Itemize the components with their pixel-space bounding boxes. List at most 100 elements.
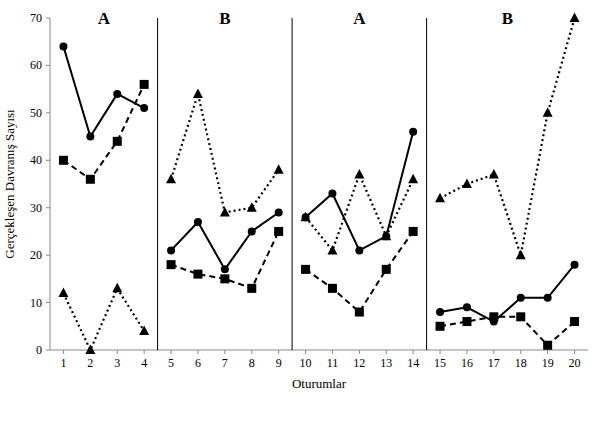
series-line <box>440 18 575 255</box>
x-tick <box>547 350 548 354</box>
series-marker <box>328 284 337 293</box>
series-marker <box>247 202 257 212</box>
y-tick-label: 0 <box>36 343 42 357</box>
plot-area <box>58 13 579 355</box>
series-marker <box>167 246 175 254</box>
x-tick <box>440 350 441 354</box>
x-tick-label: 6 <box>195 356 201 370</box>
series-marker <box>167 260 176 269</box>
y-tick <box>46 18 50 19</box>
series-marker <box>86 175 95 184</box>
x-tick <box>386 350 387 354</box>
series-marker <box>113 90 121 98</box>
series-marker <box>139 326 149 336</box>
series-line <box>440 317 575 345</box>
y-tick <box>46 207 50 208</box>
series-marker <box>516 312 525 321</box>
chart: 0102030405060701234567891011121314151617… <box>0 0 597 421</box>
series-marker <box>354 169 364 179</box>
x-tick-label: 9 <box>276 356 282 370</box>
series-marker <box>248 227 256 235</box>
series-marker <box>301 212 311 222</box>
phase-line <box>292 18 293 350</box>
y-axis-label: Gerçekleşen Davranış Sayısı <box>2 109 17 259</box>
x-tick-label: 11 <box>327 356 339 370</box>
series-marker <box>85 345 95 355</box>
phase-label: B <box>219 9 230 28</box>
series-marker <box>543 107 553 117</box>
series-marker <box>247 284 256 293</box>
y-tick-label: 40 <box>30 153 42 167</box>
series-marker <box>275 208 283 216</box>
series-marker <box>113 137 122 146</box>
y-axis <box>50 18 51 350</box>
series-marker <box>409 227 418 236</box>
series-marker <box>462 317 471 326</box>
x-tick-label: 18 <box>515 356 527 370</box>
series-marker <box>221 265 229 273</box>
y-tick <box>46 65 50 66</box>
series-marker <box>409 128 417 136</box>
series-marker <box>59 42 67 50</box>
series-marker <box>112 283 122 293</box>
x-tick-label: 1 <box>60 356 66 370</box>
series-marker <box>86 133 94 141</box>
series-line <box>171 94 279 213</box>
x-tick <box>520 350 521 354</box>
series-line <box>171 231 279 288</box>
x-tick <box>413 350 414 354</box>
x-tick-label: 19 <box>542 356 554 370</box>
x-tick-label: 5 <box>168 356 174 370</box>
series-line <box>306 231 414 312</box>
series-marker <box>59 156 68 165</box>
x-tick <box>332 350 333 354</box>
series-marker <box>463 303 471 311</box>
x-axis-label: Oturumlar <box>292 376 347 391</box>
x-tick <box>278 350 279 354</box>
series-marker <box>489 169 499 179</box>
series-marker <box>489 312 498 321</box>
x-tick <box>144 350 145 354</box>
series-marker <box>193 270 202 279</box>
x-tick <box>224 350 225 354</box>
x-tick-label: 4 <box>141 356 147 370</box>
y-tick-label: 60 <box>30 58 42 72</box>
series-marker <box>408 174 418 184</box>
series-line <box>306 175 414 251</box>
x-tick-label: 15 <box>434 356 446 370</box>
x-tick <box>493 350 494 354</box>
x-tick <box>117 350 118 354</box>
x-tick-label: 7 <box>222 356 228 370</box>
series-marker <box>355 246 363 254</box>
series-marker <box>166 174 176 184</box>
series-line <box>63 46 144 136</box>
x-tick <box>171 350 172 354</box>
phase-label: B <box>502 9 513 28</box>
series-marker <box>194 218 202 226</box>
phase-line <box>426 18 427 350</box>
series-marker <box>435 193 445 203</box>
phase-line <box>157 18 158 350</box>
y-tick <box>46 255 50 256</box>
series-marker <box>301 265 310 274</box>
series-marker <box>570 13 580 23</box>
series-marker <box>58 288 68 298</box>
series-marker <box>543 341 552 350</box>
phase-label: A <box>98 9 111 28</box>
y-tick-label: 20 <box>30 248 42 262</box>
x-tick-label: 16 <box>461 356 473 370</box>
y-tick-label: 10 <box>30 296 42 310</box>
y-tick <box>46 350 50 351</box>
series-marker <box>355 308 364 317</box>
series-marker <box>381 231 391 241</box>
x-tick-label: 2 <box>87 356 93 370</box>
x-tick-label: 14 <box>407 356 419 370</box>
series-marker <box>140 80 149 89</box>
x-tick-label: 8 <box>249 356 255 370</box>
x-tick-label: 3 <box>114 356 120 370</box>
series-marker <box>274 227 283 236</box>
y-tick <box>46 160 50 161</box>
x-axis <box>50 350 588 351</box>
series-marker <box>571 261 579 269</box>
series-marker <box>436 308 444 316</box>
